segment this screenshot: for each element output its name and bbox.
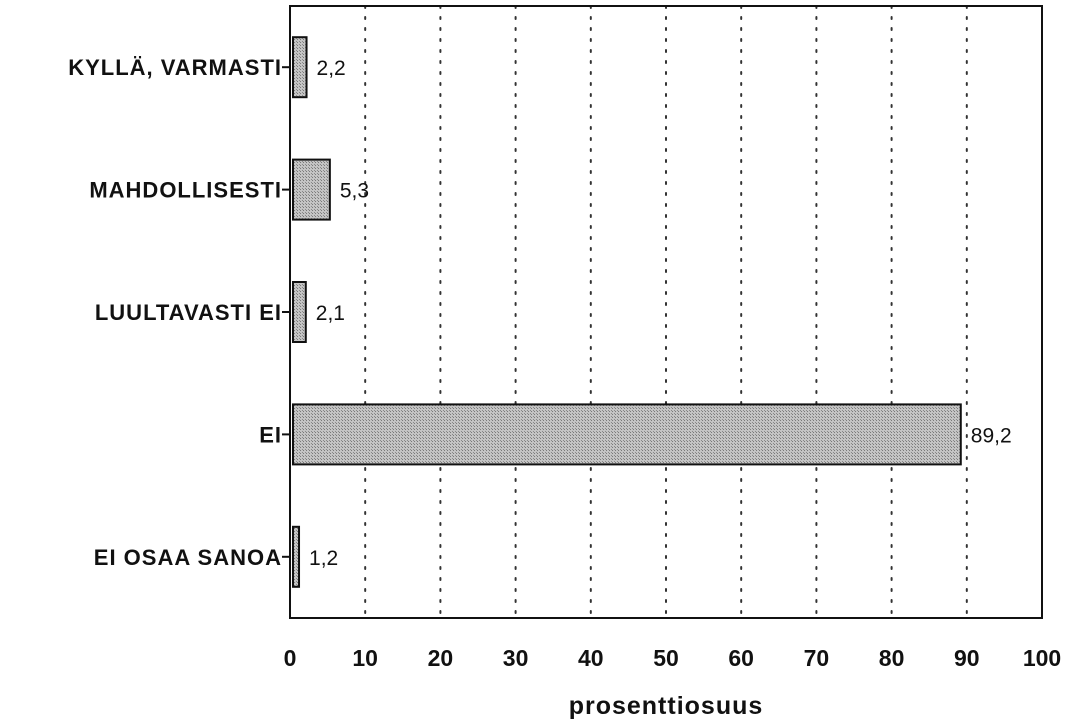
bar [292,36,308,99]
data-label: 5,3 [340,180,369,203]
data-label: 2,2 [317,57,346,80]
labels: 0 10 20 30 40 50 60 70 80 90 100 KYLLÄ, VARMASTI 2,2… [68,55,1061,671]
data-label: 89,2 [971,424,1012,447]
x-tick-label: 90 [954,645,980,671]
category-label: EI [259,422,282,447]
x-tick-label: 10 [352,645,378,671]
bar [292,525,301,588]
x-tick-label: 60 [728,645,754,671]
grid-lines [364,5,968,619]
bar [292,281,307,343]
x-tick-label: 30 [503,645,529,671]
category-label: LUULTAVASTI EI [95,300,282,325]
x-tick-label: 0 [284,645,297,671]
bar [292,158,331,221]
data-label: 1,2 [309,547,338,570]
x-tick-label: 40 [578,645,604,671]
category-label: KYLLÄ, VARMASTI [68,55,282,80]
x-tick-label: 100 [1023,645,1061,671]
x-tick-label: 50 [653,645,679,671]
category-label: EI OSAA SANOA [94,545,282,570]
data-label: 2,1 [316,302,345,325]
plot-frame [289,5,1043,619]
bars [292,36,962,588]
category-label: MAHDOLLISESTI [89,178,282,203]
bar [292,403,962,466]
x-tick-label: 70 [804,645,830,671]
x-tick-label: 80 [879,645,905,671]
x-axis-title: prosenttiosuus [569,692,764,720]
y-axis-ticks [282,66,290,558]
x-tick-label: 20 [428,645,454,671]
